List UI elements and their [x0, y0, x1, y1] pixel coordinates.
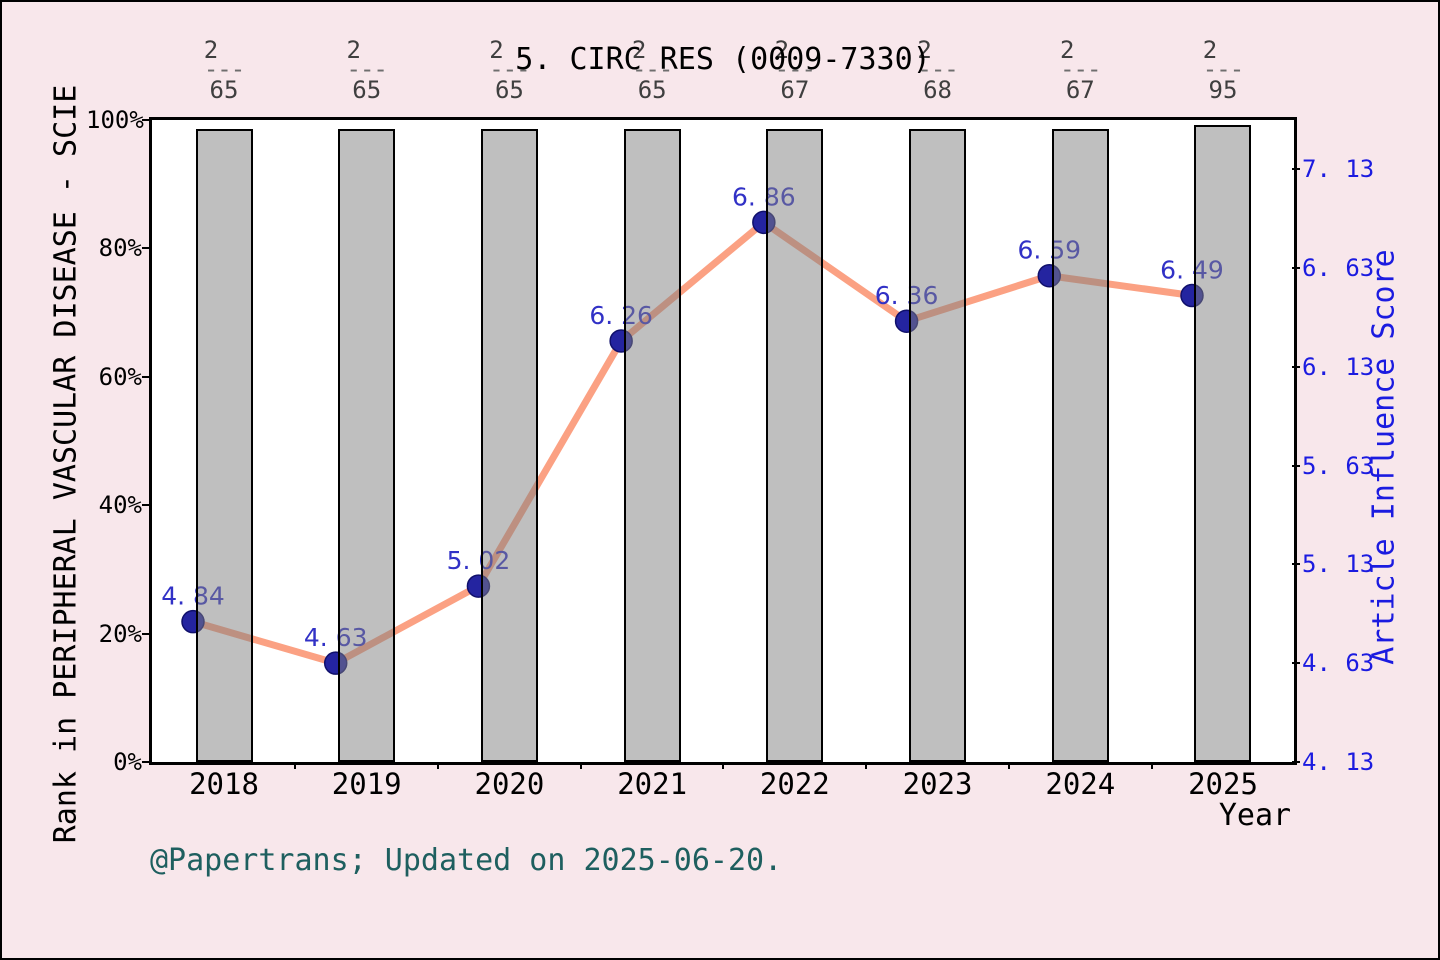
right-tick-label-4.63: 4. 63 — [1302, 649, 1375, 678]
rank-fraction-2025: 2 --- 95 — [1178, 38, 1268, 102]
x-minor-tick-mark — [722, 762, 725, 769]
footer-note: @Papertrans; Updated on 2025-06-20. — [150, 843, 783, 878]
fraction-denominator: 95 — [1208, 76, 1238, 104]
x-minor-tick-mark — [294, 762, 297, 769]
left-tick-label-100: 100% — [86, 106, 144, 134]
right-tick-label-7.13: 7. 13 — [1302, 155, 1375, 183]
left-tick-mark — [142, 632, 150, 635]
left-tick-mark — [142, 247, 150, 250]
rank-bar-2018 — [195, 129, 253, 762]
fraction-numerator: 2 — [631, 36, 647, 64]
x-tick-label-2018: 2018 — [189, 767, 259, 801]
right-tick-mark — [1292, 168, 1300, 170]
fraction-line: --- — [346, 55, 388, 83]
rank-fraction-2022: 2 --- 67 — [750, 38, 840, 102]
rank-bar-2022 — [766, 129, 824, 762]
fraction-line: --- — [1202, 55, 1244, 83]
left-tick-mark — [142, 119, 150, 121]
x-tick-label-2021: 2021 — [617, 767, 688, 801]
left-tick-label-80: 80% — [98, 234, 142, 263]
rank-fraction-2023: 2 --- 68 — [893, 38, 983, 102]
right-tick-mark — [1292, 464, 1300, 467]
x-tick-label-2025: 2025 — [1188, 767, 1258, 801]
right-tick-mark — [1292, 563, 1300, 566]
fraction-numerator: 2 — [489, 36, 504, 64]
left-tick-label-40: 40% — [98, 491, 142, 520]
right-tick-label-6.63: 6. 63 — [1302, 253, 1375, 282]
rank-bar-2025 — [1194, 125, 1252, 762]
rank-fraction-2019: 2 --- 65 — [322, 38, 412, 102]
left-tick-mark — [142, 375, 150, 378]
fraction-numerator: 2 — [346, 36, 361, 64]
influence-score-line-layer: 4. 844. 635. 026. 266. 866. 366. 596. 49 — [161, 182, 1224, 675]
fraction-numerator: 2 — [1060, 36, 1075, 64]
fraction-numerator: 2 — [774, 36, 790, 64]
rank-fraction-2021: 2 --- 65 — [607, 38, 697, 102]
left-tick-label-20: 20% — [98, 619, 142, 648]
fraction-denominator: 65 — [209, 76, 239, 104]
fraction-denominator: 68 — [923, 76, 953, 104]
rank-fraction-2018: 2 --- 65 — [179, 38, 269, 102]
fraction-denominator: 65 — [637, 76, 667, 104]
fraction-denominator: 67 — [1065, 76, 1095, 104]
x-minor-tick-mark — [1007, 762, 1010, 769]
rank-bar-2020 — [480, 129, 538, 762]
fraction-denominator: 67 — [780, 76, 810, 104]
left-tick-mark — [142, 761, 150, 763]
fraction-line: --- — [203, 55, 245, 83]
left-tick-mark — [142, 504, 150, 507]
rank-fraction-2024: 2 --- 67 — [1035, 38, 1125, 102]
x-axis-title: Year — [1218, 798, 1292, 833]
right-tick-label-6.13: 6. 13 — [1302, 352, 1375, 381]
right-tick-mark — [1292, 266, 1300, 269]
x-minor-tick-mark — [437, 762, 440, 769]
fraction-numerator: 2 — [917, 36, 932, 64]
right-tick-mark — [1292, 761, 1300, 763]
fraction-numerator: 2 — [1202, 36, 1218, 64]
left-axis-title: Rank in PERIPHERAL VASCULAR DISEASE - SC… — [48, 84, 84, 844]
plot-area: 4. 84 4. 63 5. 02 6. 26 6. 86 6. 36 6. 59 6. 49 — [149, 117, 1297, 765]
rank-fraction-2020: 2 --- 65 — [464, 38, 554, 102]
rank-bar-2021 — [623, 129, 681, 762]
fraction-line: --- — [1060, 55, 1101, 83]
left-tick-label-60: 60% — [98, 362, 142, 391]
x-minor-tick-mark — [579, 762, 582, 769]
fraction-denominator: 65 — [352, 76, 382, 104]
right-tick-label-5.13: 5. 13 — [1302, 550, 1375, 579]
left-tick-label-0: 0% — [113, 748, 142, 776]
rank-bar-2024 — [1051, 129, 1109, 762]
right-tick-label-5.63: 5. 63 — [1302, 451, 1375, 480]
fraction-denominator: 65 — [494, 76, 524, 104]
right-tick-mark — [1292, 365, 1300, 368]
right-tick-label-4.13: 4. 13 — [1302, 748, 1375, 776]
x-minor-tick-mark — [865, 762, 868, 769]
rank-bar-2023 — [909, 129, 967, 762]
x-tick-label-2020: 2020 — [474, 767, 545, 801]
right-tick-mark — [1292, 662, 1300, 665]
rank-bar-2019 — [338, 129, 396, 762]
x-minor-tick-mark — [1150, 762, 1153, 769]
x-tick-label-2019: 2019 — [331, 767, 402, 801]
fraction-numerator: 2 — [203, 36, 219, 64]
x-tick-label-2024: 2024 — [1045, 767, 1116, 801]
x-tick-label-2023: 2023 — [902, 767, 973, 801]
chart-title: 5. CIRC RES (0009-7330) — [515, 42, 931, 77]
x-tick-label-2022: 2022 — [759, 767, 830, 801]
